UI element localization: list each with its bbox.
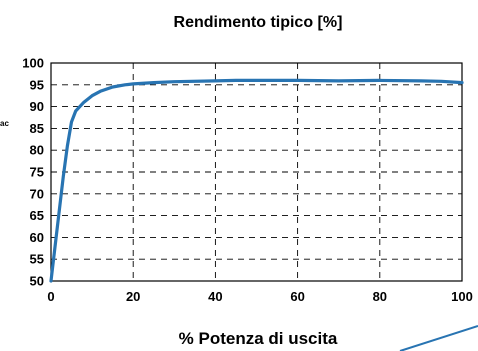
y-axis-ticks: 50 55 60 65 70 75 80 85 90 95 100 <box>22 56 44 289</box>
x-tick-label-1: 20 <box>126 289 140 304</box>
y-tick-label-10: 100 <box>22 56 44 71</box>
x-tick-label-4: 80 <box>373 289 387 304</box>
plot-area <box>50 62 463 282</box>
x-tick-label-5: 100 <box>451 289 473 304</box>
side-label: ac <box>0 119 9 128</box>
y-tick-label-8: 90 <box>30 99 44 114</box>
y-tick-label-9: 95 <box>30 77 44 92</box>
series-line-0 <box>49 78 464 283</box>
y-tick-label-7: 85 <box>30 121 44 136</box>
x-tick-label-2: 40 <box>208 289 222 304</box>
y-tick-label-6: 80 <box>30 143 44 158</box>
y-tick-label-5: 75 <box>30 165 44 180</box>
y-tick-label-2: 60 <box>30 230 44 245</box>
y-tick-label-4: 70 <box>30 186 44 201</box>
y-tick-label-0: 50 <box>30 274 44 289</box>
y-tick-label-3: 65 <box>30 208 44 223</box>
x-tick-label-0: 0 <box>47 289 54 304</box>
series-layer <box>49 78 464 283</box>
y-tick-label-1: 55 <box>30 252 44 267</box>
chart-title: Rendimento tipico [%] <box>174 14 343 31</box>
x-tick-label-3: 60 <box>290 289 304 304</box>
decorative-curve <box>399 325 478 351</box>
x-axis-ticks: 0 20 40 60 80 100 <box>47 289 472 304</box>
x-axis-label: % Potenza di uscita <box>179 329 338 348</box>
